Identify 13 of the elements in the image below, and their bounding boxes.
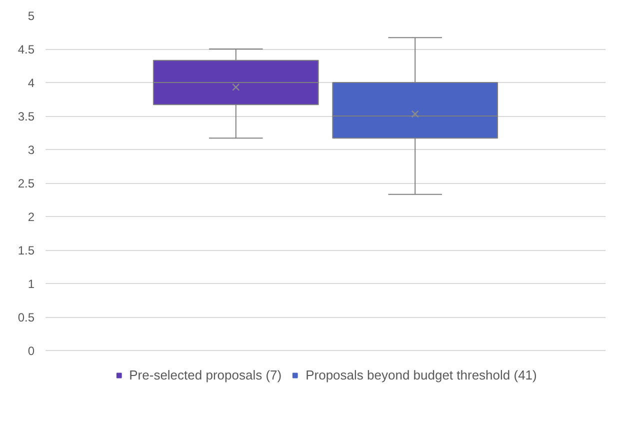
y-tick-label: 1.5 [18,244,35,258]
y-tick-label: 1 [28,277,35,291]
y-tick-label: 2.5 [18,176,35,190]
y-tick-label: 3.5 [18,110,35,124]
legend-label: Pre-selected proposals (7) [129,368,282,382]
y-tick-label: 2 [28,210,35,224]
y-tick-label: 4 [28,76,35,90]
y-tick-label: 4.5 [18,42,35,56]
legend-label: Proposals beyond budget threshold (41) [306,368,537,382]
y-tick-label: 5 [28,9,35,23]
y-tick-label: 3 [28,143,35,157]
y-tick-label: 0.5 [18,310,35,324]
y-tick-label: 0 [28,344,35,358]
